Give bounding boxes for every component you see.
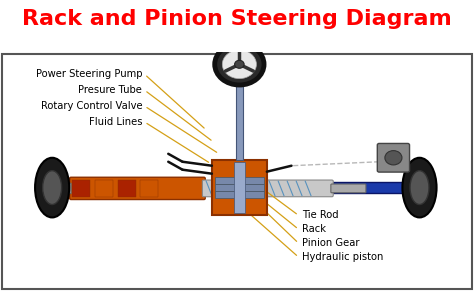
Text: Tie Rod: Tie Rod [302, 210, 339, 221]
Circle shape [385, 151, 402, 165]
Circle shape [222, 50, 256, 79]
Ellipse shape [402, 158, 437, 217]
FancyBboxPatch shape [202, 180, 333, 197]
Circle shape [235, 60, 244, 68]
FancyBboxPatch shape [215, 177, 264, 184]
Text: Hydraulic piston: Hydraulic piston [302, 252, 384, 262]
FancyBboxPatch shape [95, 180, 113, 197]
FancyBboxPatch shape [331, 184, 366, 193]
FancyBboxPatch shape [50, 182, 424, 193]
Ellipse shape [35, 158, 69, 217]
Circle shape [215, 44, 264, 85]
Polygon shape [50, 183, 71, 194]
Ellipse shape [43, 171, 62, 205]
FancyBboxPatch shape [70, 177, 205, 200]
Text: Presure Tube: Presure Tube [78, 85, 142, 95]
Text: Rotary Control Valve: Rotary Control Valve [41, 101, 142, 111]
FancyBboxPatch shape [236, 72, 243, 160]
FancyBboxPatch shape [212, 160, 267, 215]
Text: Pinion Gear: Pinion Gear [302, 238, 360, 248]
Text: Rack: Rack [302, 224, 327, 234]
Text: Power Steering Pump: Power Steering Pump [36, 69, 142, 79]
FancyBboxPatch shape [215, 184, 264, 191]
Ellipse shape [410, 171, 429, 205]
FancyBboxPatch shape [72, 180, 90, 197]
FancyBboxPatch shape [234, 162, 245, 214]
Text: Rack and Pinion Steering Diagram: Rack and Pinion Steering Diagram [22, 9, 452, 29]
FancyBboxPatch shape [2, 54, 472, 289]
FancyBboxPatch shape [140, 180, 158, 197]
FancyBboxPatch shape [215, 191, 264, 198]
FancyBboxPatch shape [377, 143, 410, 172]
Text: Fluid Lines: Fluid Lines [89, 117, 142, 127]
FancyBboxPatch shape [118, 180, 136, 197]
